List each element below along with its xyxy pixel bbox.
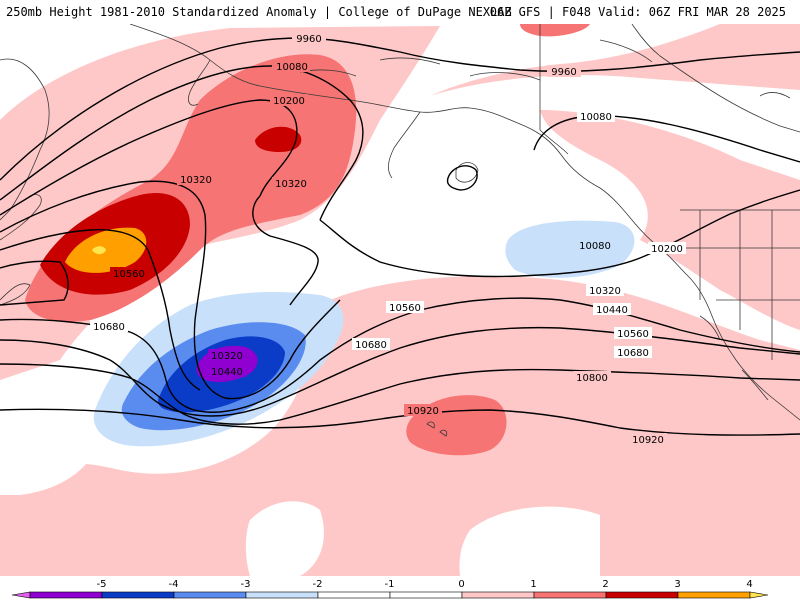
positive-anomaly-region (430, 24, 800, 96)
contour-label: 10560 (113, 269, 145, 280)
height-contour (319, 189, 800, 278)
height-contour (0, 260, 69, 306)
colorbar-swatch (533, 591, 607, 599)
colorbar-ticks: -5-4-3-2-1012345 (97, 579, 753, 590)
height-contour (0, 99, 298, 216)
contour-label: 10560 (389, 303, 421, 314)
height-contour (252, 195, 319, 306)
contour-label: 10080 (276, 62, 308, 73)
colorbar-swatch (461, 591, 535, 599)
contour-labels: 9960 9960 10080 10080 10080 10200 10200 … (90, 32, 686, 446)
colorbar-tick-label: 3 (674, 579, 680, 590)
contour-label: 10800 (576, 373, 608, 384)
height-contours (0, 37, 800, 436)
colorbar-swatch (389, 591, 463, 599)
contour-label: 10320 (211, 351, 243, 362)
contour-label: 10200 (651, 244, 683, 255)
contour-label: 10320 (180, 175, 212, 186)
contour-label: 10320 (589, 286, 621, 297)
contour-label: 10080 (579, 241, 611, 252)
contour-label: 10920 (632, 435, 664, 446)
colorbar-tick-label: 4 (746, 579, 752, 590)
colorbar-tick-label: -4 (169, 579, 179, 590)
anomaly-shading (0, 24, 800, 576)
height-contour (0, 228, 149, 251)
height-contour (0, 37, 800, 181)
colorbar-tick-label: 1 (530, 579, 536, 590)
anomaly-map: 9960 9960 10080 10080 10080 10200 10200 … (0, 24, 800, 576)
contour-label: 9960 (551, 67, 576, 78)
positive-anomaly-region (520, 24, 590, 37)
contour-label: 10680 (93, 322, 125, 333)
colorbar-tick-label: -2 (313, 579, 323, 590)
contour-label: 10320 (275, 179, 307, 190)
colorbar-tick-label: -3 (241, 579, 251, 590)
colorbar-swatch (29, 591, 103, 599)
colorbar-swatch (101, 591, 175, 599)
map-title: 250mb Height 1981-2010 Standardized Anom… (6, 5, 512, 19)
map-header: 250mb Height 1981-2010 Standardized Anom… (0, 0, 800, 24)
height-contour (0, 180, 341, 400)
colorbar-swatch (173, 591, 247, 599)
contour-label: 10440 (211, 367, 243, 378)
height-contour (147, 249, 201, 391)
height-contour (0, 363, 800, 425)
contour-label: 10440 (596, 305, 628, 316)
height-contour (0, 297, 800, 413)
contour-label: 10680 (355, 340, 387, 351)
positive-anomaly-region (92, 246, 106, 255)
height-contour (446, 165, 478, 191)
colorbar-swatch (317, 591, 391, 599)
contour-label: 10560 (617, 329, 649, 340)
positive-anomaly-region (255, 126, 302, 152)
colorbar-swatch (677, 591, 751, 599)
contour-label: 10680 (617, 348, 649, 359)
positive-anomaly-region (0, 276, 800, 576)
colorbar-swatch (245, 591, 319, 599)
positive-anomaly-region (459, 506, 600, 576)
colorbar-tick-label: 0 (458, 579, 464, 590)
positive-anomaly-region (245, 501, 324, 576)
colorbar-tick-label: 2 (602, 579, 608, 590)
colorbar-tick-label: -1 (385, 579, 395, 590)
colorbar-swatch (605, 591, 679, 599)
colorbar-swatches (11, 591, 769, 599)
positive-anomaly-region (540, 110, 800, 330)
contour-label: 9960 (296, 34, 321, 45)
contour-label: 10920 (407, 406, 439, 417)
positive-anomaly-region (0, 416, 100, 495)
model-run-info: 06Z GFS | F048 Valid: 06Z FRI MAR 28 202… (489, 5, 786, 19)
contour-label: 10080 (580, 112, 612, 123)
anomaly-colorbar: -5-4-3-2-1012345 (11, 579, 769, 599)
colorbar-swatch (11, 591, 31, 599)
contour-label: 10200 (273, 96, 305, 107)
colorbar-swatch (749, 591, 769, 599)
coastlines (0, 24, 800, 437)
colorbar-tick-label: -5 (97, 579, 107, 590)
height-contour (0, 326, 800, 417)
negative-anomaly-region (505, 220, 635, 278)
